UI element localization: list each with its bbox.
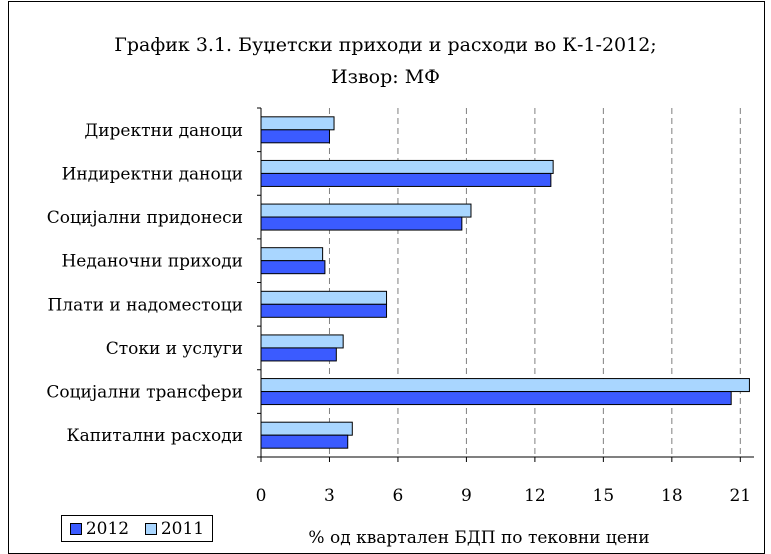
x-tick-label: 21 [729,486,751,506]
bar-2012 [260,434,349,449]
category-label: Капитални расходи [66,426,243,446]
bar-2012 [260,303,388,318]
x-axis-title: % од квартален БДП по тековни цени [308,528,649,548]
bar-2011 [260,290,388,305]
x-tick-label: 6 [393,486,404,506]
x-tick-label: 0 [256,486,267,506]
legend-swatch-2012 [69,522,82,535]
bar-2011 [260,203,472,218]
bar-2011 [260,378,750,393]
bar-2012 [260,129,330,144]
bar-2012 [260,347,337,362]
legend-label-2012: 2012 [85,518,130,539]
legend-label-2011: 2011 [160,518,205,539]
bar-2011 [260,421,353,436]
category-label: Индиректни даноци [62,164,243,184]
category-label: Социјални трансфери [46,383,243,403]
bar-2011 [260,247,324,262]
category-label: Социјални придонеси [47,208,243,228]
x-tick-label: 15 [593,486,615,506]
category-label: Неданочни приходи [61,252,243,272]
bar-2011 [260,334,344,349]
chart-title: График 3.1. Буџетски приходи и расходи в… [114,34,657,56]
x-tick-label: 3 [324,486,335,506]
category-label: Плати и надоместоци [47,295,243,315]
chart-source: Извор: МФ [331,66,440,88]
legend: 2012 2011 [61,515,213,542]
category-label: Стоки и услуги [106,339,243,359]
bar-2012 [260,260,326,275]
bar-2011 [260,159,554,174]
bar-2012 [260,391,732,406]
legend-item-2012: 2012 [69,518,130,539]
legend-item-2011: 2011 [144,518,205,539]
bar-2011 [260,116,335,131]
legend-swatch-2011 [144,522,157,535]
x-tick-label: 9 [461,486,472,506]
x-tick-label: 12 [524,486,546,506]
x-tick-label: 18 [661,486,683,506]
bar-2012 [260,172,552,187]
bar-2012 [260,216,463,231]
category-label: Директни даноци [84,121,243,141]
